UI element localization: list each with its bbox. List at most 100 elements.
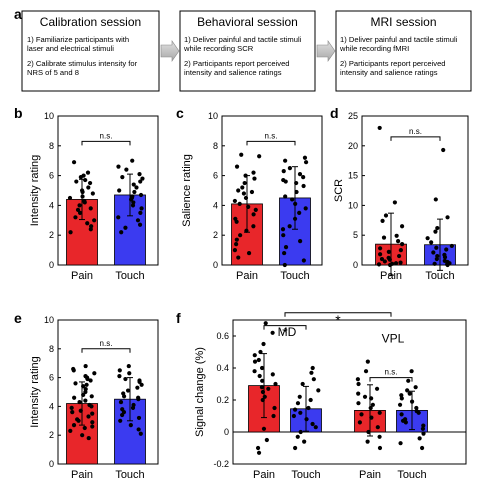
data-point-e-0 [90,411,95,416]
panel-c-ytick-label: 4 [213,200,218,210]
data-point-e-0 [86,435,91,441]
data-point-f-0 [252,353,257,358]
data-point-d-0 [397,253,402,259]
data-point-f-2 [366,429,371,435]
data-point-d-0 [380,218,385,223]
data-point-b-0 [90,191,95,196]
mri-line-2: while recording fMRI [339,44,409,53]
data-point-f-0 [260,389,266,395]
data-point-b-0 [87,180,93,186]
data-point-b-1 [130,194,135,199]
data-point-c-1 [301,183,306,189]
data-point-d-1 [432,261,437,266]
data-point-f-0 [261,341,266,347]
data-point-e-1 [126,363,131,369]
data-point-b-0 [74,179,79,184]
data-point-d-1 [435,253,440,259]
data-point-d-0 [386,249,391,254]
data-point-c-1 [301,258,306,263]
panel-b-ylabel: Intensity rating [29,155,41,227]
data-point-c-0 [240,185,245,190]
data-point-e-1 [138,431,143,436]
data-point-d-1 [433,197,438,202]
data-point-e-1 [135,385,140,390]
data-point-f-0 [273,381,278,387]
data-point-c-0 [232,248,238,253]
data-point-b-1 [137,172,142,177]
data-point-d-1 [444,247,449,252]
data-point-b-1 [138,210,143,215]
data-point-d-0 [400,242,405,247]
significance-bracket-b-0 [81,140,131,146]
category-label-f-2: Pain [359,469,381,481]
data-point-b-1 [132,189,137,195]
data-point-f-1 [310,421,315,427]
data-point-e-1 [136,415,142,421]
data-point-e-0 [82,425,87,431]
data-point-f-0 [259,385,265,390]
data-point-f-0 [260,397,265,403]
data-point-c-0 [251,212,256,217]
data-point-e-1 [117,368,122,373]
data-point-f-1 [292,407,298,412]
data-point-f-3 [398,441,403,446]
panel-a: a Calibration session 1) Familiarize par… [14,6,472,92]
panel-f-ytick-label: -0.2 [213,459,229,469]
data-point-c-0 [237,201,242,207]
significance-bracket-c-0 [246,140,296,146]
data-point-c-1 [282,250,287,256]
data-point-e-0 [70,410,75,415]
significance-bracket-f-1 [284,312,392,317]
data-point-f-2 [356,401,361,406]
data-point-e-1 [121,394,127,399]
data-point-d-0 [392,200,397,205]
data-point-f-1 [291,413,297,419]
category-label-c-1: Touch [280,270,309,282]
data-point-f-2 [375,425,380,430]
significance-bracket-f-2 [369,377,413,382]
data-point-f-3 [417,436,422,441]
panel-d-ytick-label: 5 [353,230,358,240]
data-point-f-3 [399,396,404,401]
data-point-f-2 [362,394,368,399]
data-point-e-0 [90,424,95,429]
data-point-f-2 [359,412,364,417]
panel-f: f Signal change (%) -0.2 0 0.2 0.4 0.6 Pain Touc… [176,310,467,481]
panel-f-frame [232,319,467,465]
data-point-e-0 [69,405,74,410]
significance-bracket-e-0 [81,348,131,353]
data-point-e-1 [117,374,122,379]
data-point-d-0 [394,233,399,238]
data-point-e-1 [118,418,123,423]
data-point-f-2 [369,396,374,401]
significance-bracket-d-0 [390,136,441,141]
data-point-f-2 [369,415,374,420]
data-point-b-1 [119,230,124,235]
data-point-d-1 [441,147,446,153]
data-point-f-0 [260,378,265,383]
data-point-d-1 [449,243,454,249]
data-point-c-1 [294,180,299,186]
data-point-c-0 [234,237,239,242]
group-label-f-0: MD [278,325,297,339]
data-point-e-0 [88,378,93,383]
significance-label-f-0: * [282,325,288,341]
data-point-e-0 [78,408,83,413]
category-label-c-0: Pain [236,270,258,282]
data-point-f-0 [263,321,268,326]
panel-a-label: a [14,6,22,22]
behavioral-line-1: 1) Deliver painful and tactile stimuli [184,35,302,44]
panel-e-ytick-label: 10 [44,315,54,325]
data-point-c-1 [303,160,309,165]
panel-f-ylabel: Signal change (%) [194,347,206,437]
arrow-2-icon [316,40,336,62]
data-point-e-0 [83,363,88,369]
data-point-f-3 [416,410,421,415]
data-point-f-2 [356,391,361,396]
data-point-b-0 [86,185,91,190]
data-point-d-1 [425,236,430,241]
data-point-f-3 [407,391,412,396]
data-point-f-1 [316,388,321,393]
data-point-d-1 [445,262,450,268]
panel-e-ytick-label: 2 [49,430,54,440]
